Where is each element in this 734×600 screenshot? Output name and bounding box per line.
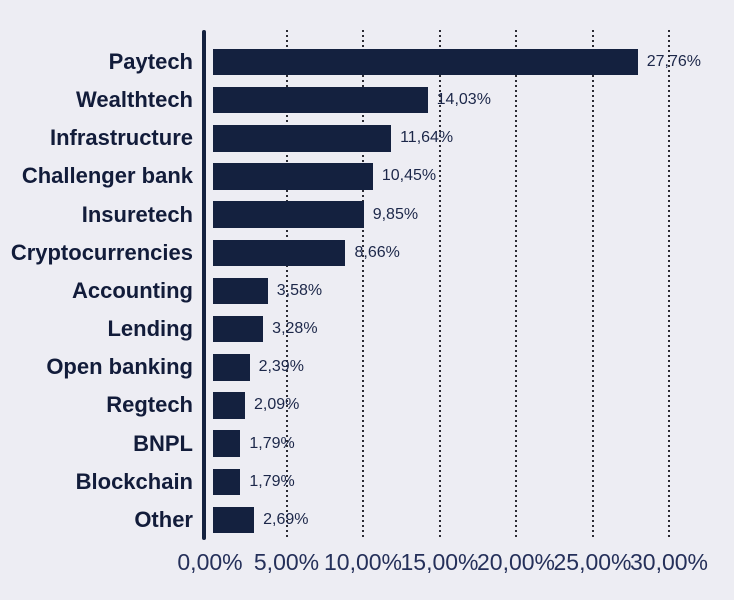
value-label-infrastructure: 11,64% <box>400 129 454 147</box>
bar-infrastructure <box>213 125 392 152</box>
bar-challenger-bank <box>213 163 373 190</box>
gridline-25pct <box>591 30 594 540</box>
category-label-paytech: Paytech <box>108 48 193 74</box>
gridline-15pct <box>438 30 441 540</box>
bar-blockchain <box>213 468 241 496</box>
gridline-30pct <box>668 30 670 540</box>
category-label-wealthtech: Wealthtech <box>76 87 193 113</box>
x-tick-label-20pct: 20,00% <box>476 549 556 575</box>
category-label-regtech: Regtech <box>106 392 193 418</box>
x-tick-label-15pct: 15,00% <box>400 549 479 575</box>
value-label-regtech: 2,09% <box>253 396 300 414</box>
category-label-insuretech: Insuretech <box>81 201 193 227</box>
gridline-20pct <box>515 30 517 540</box>
category-label-other: Other <box>134 506 193 532</box>
x-tick-label-30pct: 30,00% <box>629 549 709 575</box>
value-label-other: 2,69% <box>263 510 309 528</box>
x-tick-label-0pct: 0,00% <box>177 549 243 575</box>
value-label-blockchain: 1,79% <box>249 472 295 490</box>
bar-other <box>213 506 255 534</box>
x-tick-label-10pct: 10,00% <box>323 549 403 575</box>
bar-insuretech <box>213 201 364 228</box>
category-label-open-banking: Open banking <box>46 354 193 380</box>
value-label-open-banking: 2,39% <box>258 358 304 376</box>
bar-regtech <box>213 392 245 419</box>
value-label-cryptocurrencies: 8,66% <box>354 243 400 261</box>
value-label-lending: 3,28% <box>272 320 318 338</box>
bar-cryptocurrencies <box>213 239 346 267</box>
category-label-bnpl: BNPL <box>133 430 193 456</box>
value-label-paytech: 27,76% <box>646 52 701 70</box>
value-label-bnpl: 1,79% <box>249 434 295 452</box>
category-label-lending: Lending <box>107 316 193 342</box>
value-label-challenger-bank: 10,45% <box>381 167 437 185</box>
category-label-infrastructure: Infrastructure <box>49 125 193 151</box>
category-label-accounting: Accounting <box>72 277 193 303</box>
value-label-accounting: 3,58% <box>276 281 323 299</box>
value-label-wealthtech: 14,03% <box>436 91 491 109</box>
y-axis-line <box>202 30 206 540</box>
x-tick-label-5pct: 5,00% <box>253 549 320 575</box>
gridline-5pct <box>285 30 288 540</box>
bar-open-banking <box>213 354 250 381</box>
bar-paytech <box>213 48 638 76</box>
bar-lending <box>213 315 264 343</box>
bar-accounting <box>213 277 268 305</box>
bar-wealthtech <box>213 86 428 114</box>
category-label-cryptocurrencies: Cryptocurrencies <box>10 239 193 265</box>
gridline-10pct <box>362 30 364 540</box>
category-label-blockchain: Blockchain <box>75 468 193 494</box>
category-label-challenger-bank: Challenger bank <box>21 163 193 189</box>
bar-bnpl <box>213 430 241 457</box>
x-tick-label-25pct: 25,00% <box>553 549 632 575</box>
value-label-insuretech: 9,85% <box>372 205 419 223</box>
